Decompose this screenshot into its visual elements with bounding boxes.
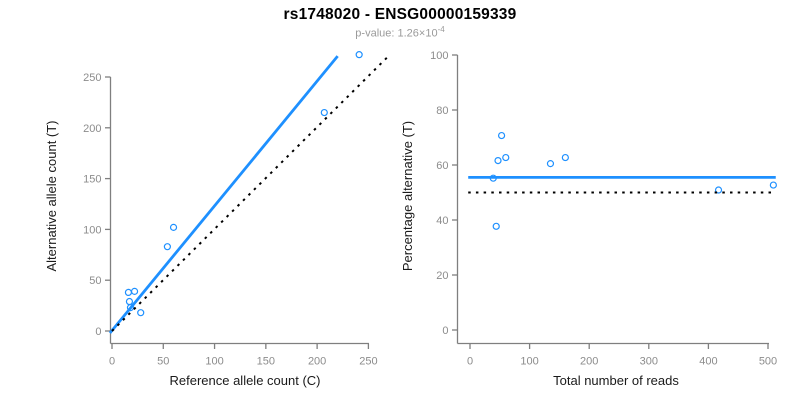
y-tick-label: 250 <box>83 72 101 84</box>
x-tick-label: 50 <box>157 356 169 368</box>
data-point <box>714 186 723 194</box>
y-tick-label: 200 <box>83 123 101 135</box>
pvalue-exponent: -4 <box>437 25 445 34</box>
y-tick-label: 0 <box>95 326 101 338</box>
x-tick-label: 0 <box>467 356 473 368</box>
x-tick-label: 150 <box>257 356 275 368</box>
data-point <box>494 157 502 165</box>
x-tick-label: 250 <box>359 356 377 368</box>
data-point <box>561 153 569 162</box>
y-axis-label: Alternative allele count (T) <box>44 120 59 271</box>
y-tick-label: 60 <box>436 160 448 172</box>
y-tick-label: 100 <box>83 224 101 236</box>
y-tick-label: 20 <box>436 270 448 282</box>
y-tick-label: 100 <box>430 50 448 62</box>
data-point <box>769 181 777 189</box>
data-point <box>169 223 178 231</box>
y-tick-label: 0 <box>442 325 448 337</box>
x-tick-label: 500 <box>759 356 777 368</box>
y-tick-label: 40 <box>436 215 448 227</box>
fit-line <box>108 55 339 334</box>
y-tick-label: 50 <box>89 275 101 287</box>
data-point <box>130 287 139 295</box>
data-point <box>125 297 134 306</box>
x-tick-label: 100 <box>520 356 538 368</box>
data-point <box>546 160 555 168</box>
data-point <box>492 222 500 230</box>
x-axis-label: Total number of reads <box>553 373 679 388</box>
y-tick-label: 150 <box>83 174 101 186</box>
identity-line <box>111 56 388 332</box>
figure-title: rs1748020 - ENSG00000159339 <box>283 6 517 23</box>
data-point <box>497 131 506 140</box>
x-tick-label: 200 <box>580 356 598 368</box>
x-tick-label: 100 <box>205 356 223 368</box>
axes <box>109 77 369 345</box>
data-point <box>163 243 171 251</box>
y-axis-label: Percentage alternative (T) <box>400 121 415 271</box>
data-point <box>124 288 133 296</box>
plot-allele-counts: 0 50 100 150 200 250 0 50 100 150 200 250 Reference … <box>44 51 388 388</box>
x-tick-label: 200 <box>308 356 326 368</box>
x-tick-label: 0 <box>109 356 115 368</box>
data-point <box>126 304 135 312</box>
x-tick-label: 300 <box>640 356 658 368</box>
x-tick-label: 400 <box>699 356 717 368</box>
data-point <box>137 309 145 317</box>
pvalue-subtitle: p-value: 1.26×10-4 <box>0 25 800 40</box>
data-point <box>320 108 328 117</box>
plot-percentage-vs-reads: 0 100 200 300 400 500 0 20 40 60 80 100 Total number… <box>400 50 777 388</box>
axes <box>456 55 769 345</box>
data-point <box>502 153 510 162</box>
x-axis-label: Reference allele count (C) <box>169 373 320 388</box>
y-tick-label: 80 <box>436 105 448 117</box>
pvalue-text: p-value: 1.26×10 <box>355 27 438 40</box>
data-point <box>355 51 363 59</box>
